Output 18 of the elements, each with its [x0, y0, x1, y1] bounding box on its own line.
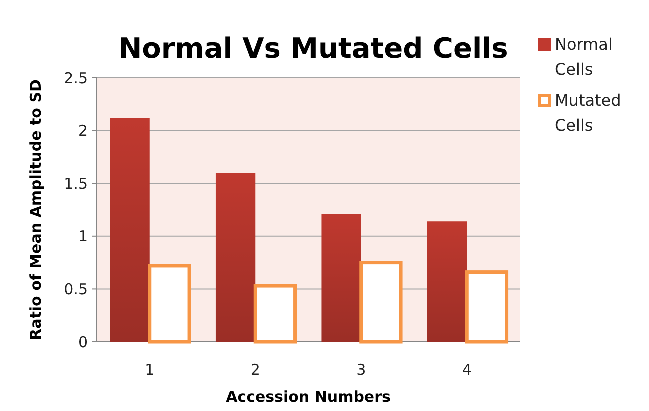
y-axis-title: Ratio of Mean Amplitude to SD [27, 80, 45, 340]
bar [110, 118, 150, 342]
legend-label: Normal Cells [555, 35, 613, 79]
bar [322, 214, 362, 342]
y-tick-label: 2.5 [64, 69, 88, 88]
x-tick-label: 1 [145, 361, 155, 379]
y-tick-label: 1 [78, 228, 88, 246]
legend-label: Mutated Cells [555, 91, 622, 135]
x-tick-label: 2 [250, 361, 260, 379]
y-tick-label: 0.5 [64, 280, 88, 298]
bar [216, 173, 256, 342]
x-axis-title: Accession Numbers [226, 388, 391, 406]
chart-title: Normal Vs Mutated Cells [118, 32, 508, 65]
y-tick-label: 2 [78, 122, 88, 140]
y-tick-label: 0 [78, 333, 88, 352]
x-tick-label: 4 [462, 361, 472, 379]
x-tick-label: 3 [356, 361, 366, 379]
y-tick-label: 1.5 [64, 174, 88, 193]
